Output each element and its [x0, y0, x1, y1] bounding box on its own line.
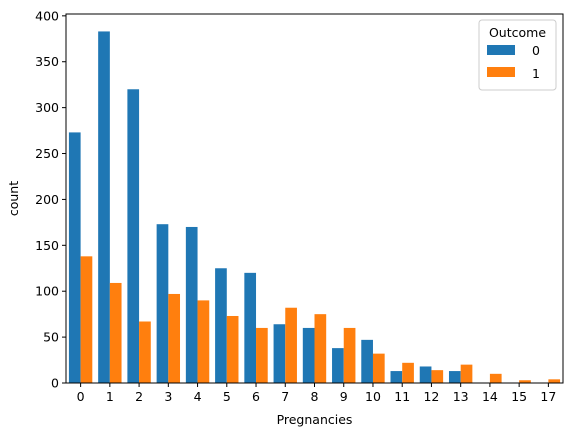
- bar-series-1-cat-17: [548, 379, 561, 383]
- bar-series-0-cat-4: [185, 226, 198, 383]
- x-tick-label: 11: [394, 389, 410, 404]
- bar-series-0-cat-2: [127, 89, 140, 384]
- bar-series-0-cat-1: [98, 31, 110, 383]
- bar-series-1-cat-14: [489, 373, 502, 383]
- bar-series-1-cat-12: [431, 370, 444, 383]
- y-tick-label: 400: [35, 8, 59, 23]
- x-tick-label: 14: [482, 389, 498, 404]
- x-axis-label: Pregnancies: [277, 412, 353, 427]
- x-tick-label: 1: [106, 389, 114, 404]
- bar-series-0-cat-10: [361, 339, 373, 383]
- bar-series-1-cat-10: [372, 353, 385, 383]
- x-tick-label: 3: [164, 389, 172, 404]
- x-tick-label: 8: [311, 389, 319, 404]
- y-tick-label: 300: [35, 100, 59, 115]
- bar-series-0-cat-12: [419, 366, 432, 383]
- bar-series-1-cat-7: [285, 307, 297, 383]
- bar-series-0-cat-7: [273, 324, 286, 383]
- y-tick-label: 200: [35, 192, 59, 207]
- x-tick-label: 2: [135, 389, 143, 404]
- x-tick-label: 15: [511, 389, 527, 404]
- y-axis-label: count: [6, 181, 21, 216]
- x-axis-ticks: 0 1 2 3 4 5 6 7 8 9 10 11 12 13 14 15 17: [77, 383, 556, 404]
- y-tick-label: 50: [43, 330, 59, 345]
- x-tick-label: 17: [540, 389, 556, 404]
- y-axis-ticks: 0 50 100 150 200 250 300 350 400: [35, 8, 66, 391]
- x-tick-label: 9: [340, 389, 348, 404]
- x-tick-label: 6: [252, 389, 260, 404]
- x-tick-label: 13: [453, 389, 469, 404]
- bar-series-0-cat-5: [215, 268, 227, 383]
- bar-series-0-cat-11: [390, 371, 403, 383]
- bar-series-1-cat-1: [109, 282, 122, 383]
- x-tick-label: 5: [223, 389, 231, 404]
- bar-series-1-cat-3: [168, 293, 181, 383]
- x-tick-label: 12: [423, 389, 439, 404]
- bar-series-1-cat-2: [139, 321, 151, 383]
- bar-series-0-cat-0: [68, 132, 81, 383]
- bar-series-1-cat-8: [314, 314, 327, 383]
- y-tick-label: 350: [35, 54, 59, 69]
- x-tick-label: 4: [194, 389, 202, 404]
- bar-series-0-cat-8: [302, 327, 315, 383]
- x-tick-label: 0: [77, 389, 85, 404]
- y-tick-label: 150: [35, 238, 59, 253]
- bar-series-1-cat-6: [256, 327, 268, 383]
- bar-series-1-cat-5: [226, 315, 239, 383]
- legend-swatch-series-1: [487, 67, 515, 77]
- bar-series-0-cat-13: [448, 371, 461, 383]
- bar-series-1-cat-13: [460, 364, 473, 383]
- bar-series-1-cat-11: [402, 362, 414, 383]
- y-tick-label: 100: [35, 284, 59, 299]
- x-tick-label: 7: [281, 389, 289, 404]
- y-tick-label: 0: [51, 376, 59, 391]
- legend-title: Outcome: [489, 25, 546, 40]
- bar-series-1-cat-15: [519, 380, 531, 383]
- y-tick-label: 250: [35, 146, 59, 161]
- bar-series-0-cat-9: [332, 348, 344, 383]
- bar-series-1-cat-0: [80, 256, 93, 383]
- legend-label-series-0: 0: [532, 43, 540, 58]
- bars-layer: [68, 31, 561, 384]
- legend: Outcome 0 1: [478, 19, 557, 91]
- bar-series-0-cat-3: [156, 224, 169, 383]
- legend-label-series-1: 1: [532, 66, 540, 81]
- legend-swatch-series-0: [487, 45, 515, 55]
- x-tick-label: 10: [365, 389, 381, 404]
- bar-series-1-cat-4: [197, 300, 210, 383]
- bar-series-1-cat-9: [343, 327, 356, 383]
- bar-series-0-cat-6: [244, 272, 257, 383]
